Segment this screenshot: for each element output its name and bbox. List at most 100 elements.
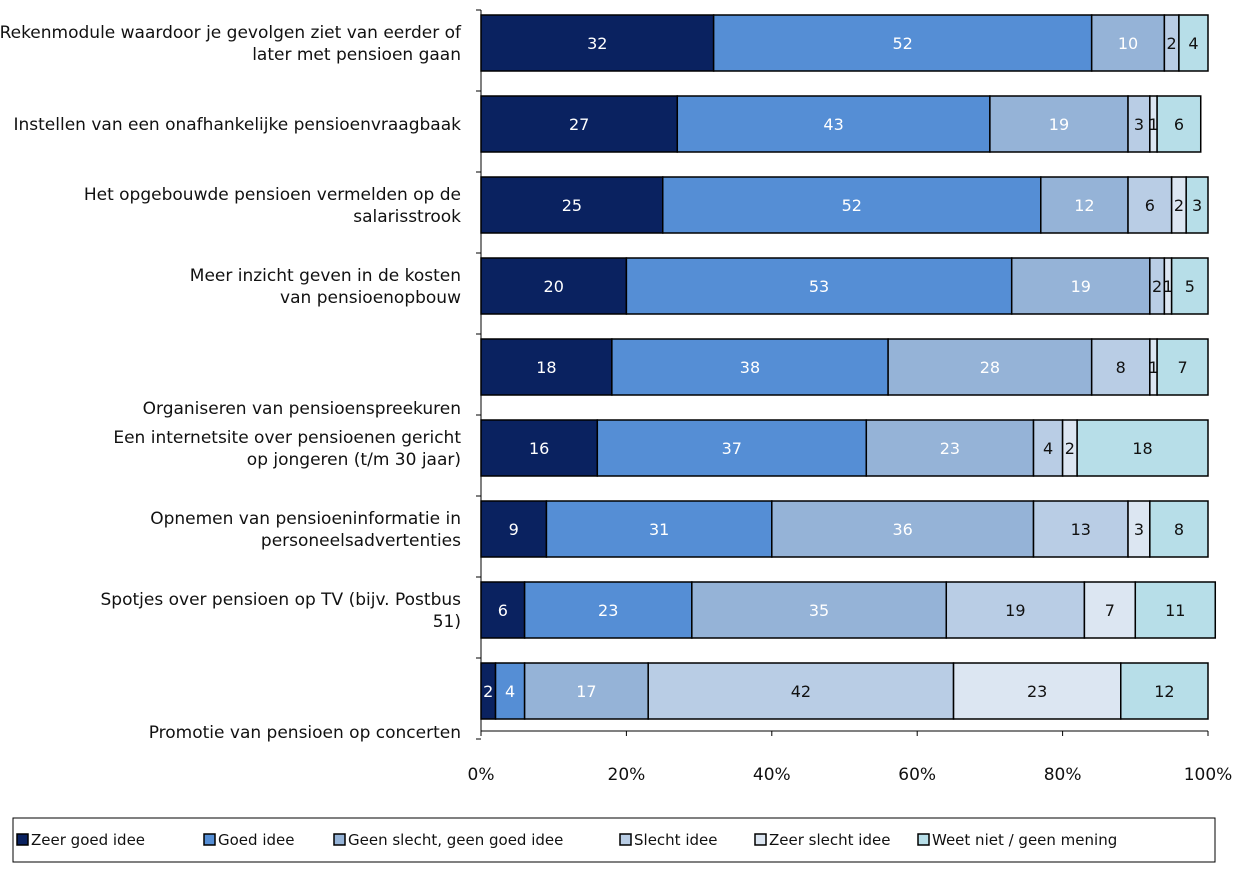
bar-segment xyxy=(480,500,548,558)
axes-group xyxy=(476,9,1209,740)
data-label: 43 xyxy=(823,115,843,134)
bar-segment xyxy=(480,257,628,315)
data-label: 3 xyxy=(1192,196,1202,215)
legend-swatch xyxy=(917,833,930,846)
x-tick-labels-group: 0% 20% 40% 60% 80% 100% xyxy=(468,765,1233,785)
category-label: Spotjes over pensioen op TV (bijv. Postb… xyxy=(101,590,462,610)
category-label: Meer inzicht geven in de kosten xyxy=(190,266,461,286)
data-label: 11 xyxy=(1165,601,1185,620)
data-label: 17 xyxy=(576,682,596,701)
category-label: Een internetsite over pensioenen gericht xyxy=(113,428,461,448)
bar-segment xyxy=(1185,176,1209,234)
bar-segment xyxy=(1076,419,1209,477)
data-label: 3 xyxy=(1134,115,1144,134)
bar-segment xyxy=(676,95,991,153)
bar-segment xyxy=(480,176,664,234)
bar-segment xyxy=(625,257,1013,315)
bar-segment xyxy=(480,95,679,153)
data-label: 7 xyxy=(1105,601,1115,620)
legend-swatch xyxy=(16,833,29,846)
bar-segment xyxy=(1178,14,1209,72)
data-label: 5 xyxy=(1185,277,1195,296)
data-label: 1 xyxy=(1163,277,1173,296)
bar-segment xyxy=(523,662,649,720)
data-label: 4 xyxy=(1188,34,1198,53)
data-label: 25 xyxy=(562,196,582,215)
legend-label: Zeer goed idee xyxy=(31,831,145,849)
bar-segment xyxy=(1090,338,1151,396)
bar-segment xyxy=(1120,662,1209,720)
legend: Zeer goed idee Goed idee Geen slecht, geen… xyxy=(16,831,1117,849)
category-label: later met pensioen gaan xyxy=(252,45,461,65)
data-label: 7 xyxy=(1177,358,1187,377)
legend-swatch xyxy=(333,833,346,846)
category-label: Organiseren van pensioenspreekuren xyxy=(143,399,461,419)
data-label: 19 xyxy=(1071,277,1091,296)
legend-label: Goed idee xyxy=(218,831,294,849)
data-label: 23 xyxy=(1027,682,1047,701)
data-label: 12 xyxy=(1154,682,1174,701)
bar-segment xyxy=(1149,500,1209,558)
data-label: 23 xyxy=(598,601,618,620)
bar-segment xyxy=(1010,257,1151,315)
x-tick-label: 0% xyxy=(468,765,495,785)
data-label: 53 xyxy=(809,277,829,296)
category-label: Rekenmodule waardoor je gevolgen ziet va… xyxy=(0,23,462,43)
bar-segment xyxy=(952,662,1122,720)
category-label: personeelsadvertenties xyxy=(261,531,461,551)
data-label: 20 xyxy=(544,277,564,296)
x-tick-label: 80% xyxy=(1044,765,1082,785)
data-label: 31 xyxy=(649,520,669,539)
data-label: 37 xyxy=(722,439,742,458)
data-label: 36 xyxy=(892,520,912,539)
bar-segment xyxy=(611,338,889,396)
data-label: 19 xyxy=(1005,601,1025,620)
category-label: van pensioenopbouw xyxy=(280,288,461,308)
data-label: 6 xyxy=(1174,115,1184,134)
bar-segment xyxy=(1156,95,1202,153)
data-label: 8 xyxy=(1174,520,1184,539)
legend-swatch xyxy=(754,833,767,846)
category-label: Opnemen van pensioeninformatie in xyxy=(150,509,461,529)
data-label: 2 xyxy=(483,682,493,701)
bar-segment xyxy=(712,14,1093,72)
data-label: 23 xyxy=(940,439,960,458)
data-label: 10 xyxy=(1118,34,1138,53)
data-label: 27 xyxy=(569,115,589,134)
data-label: 18 xyxy=(1132,439,1152,458)
data-label: 52 xyxy=(892,34,912,53)
category-label: Promotie van pensioen op concerten xyxy=(149,723,461,743)
data-label: 16 xyxy=(529,439,549,458)
bar-segment xyxy=(1170,257,1209,315)
bar-segment xyxy=(865,419,1035,477)
bar-segment xyxy=(545,500,773,558)
legend-swatch xyxy=(203,833,216,846)
legend-label: Geen slecht, geen goed idee xyxy=(348,831,563,849)
bar-segment xyxy=(1127,176,1173,234)
bars-group: 32 52 10 2 427 43 19 3 1 625 52 12 6 2 320 53 19 2 1 518 38 2… xyxy=(480,14,1217,720)
category-label: Instellen van een onafhankelijke pensioe… xyxy=(13,115,461,135)
data-label: 8 xyxy=(1116,358,1126,377)
data-label: 3 xyxy=(1134,520,1144,539)
data-label: 9 xyxy=(509,520,519,539)
category-labels-group: Rekenmodule waardoor je gevolgen ziet va… xyxy=(0,23,462,743)
data-label: 4 xyxy=(505,682,515,701)
data-label: 18 xyxy=(536,358,556,377)
bar-segment xyxy=(1134,581,1217,639)
bar-segment xyxy=(1032,500,1129,558)
data-label: 35 xyxy=(809,601,829,620)
legend-label: Slecht idee xyxy=(634,831,717,849)
bar-segment xyxy=(1040,176,1129,234)
data-label: 1 xyxy=(1148,358,1158,377)
category-label: Het opgebouwde pensioen vermelden op de xyxy=(84,185,461,205)
data-label: 19 xyxy=(1049,115,1069,134)
category-label: salarisstrook xyxy=(353,207,461,227)
bar-segment xyxy=(1090,14,1166,72)
data-label: 52 xyxy=(842,196,862,215)
data-label: 2 xyxy=(1065,439,1075,458)
legend-label: Weet niet / geen mening xyxy=(932,831,1117,849)
data-label: 6 xyxy=(498,601,508,620)
bar-segment xyxy=(494,662,526,720)
data-label: 38 xyxy=(740,358,760,377)
x-tick-label: 60% xyxy=(898,765,936,785)
